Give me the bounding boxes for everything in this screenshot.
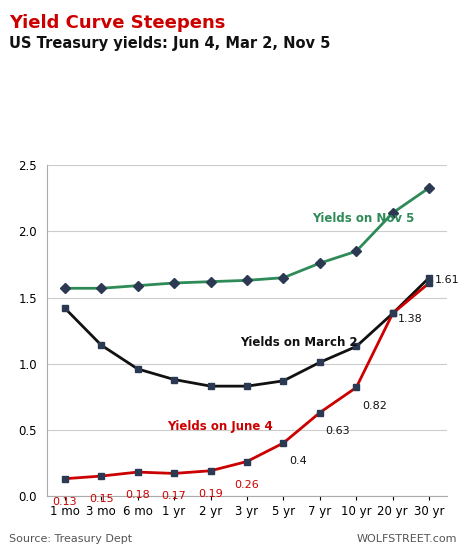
Text: 0.15: 0.15 xyxy=(89,494,114,504)
Text: 1.61: 1.61 xyxy=(435,275,459,285)
Text: 0.18: 0.18 xyxy=(125,490,150,500)
Text: 0.19: 0.19 xyxy=(198,489,223,499)
Text: Yields on Nov 5: Yields on Nov 5 xyxy=(313,212,415,225)
Text: Yields on March 2: Yields on March 2 xyxy=(240,337,357,349)
Text: 0.17: 0.17 xyxy=(162,491,186,501)
Text: 0.82: 0.82 xyxy=(362,401,387,410)
Text: Yields on June 4: Yields on June 4 xyxy=(167,420,273,433)
Text: Source: Treasury Dept: Source: Treasury Dept xyxy=(9,534,132,544)
Text: 0.4: 0.4 xyxy=(289,456,307,466)
Text: US Treasury yields: Jun 4, Mar 2, Nov 5: US Treasury yields: Jun 4, Mar 2, Nov 5 xyxy=(9,36,331,51)
Text: 0.63: 0.63 xyxy=(325,425,350,436)
Text: 1.38: 1.38 xyxy=(398,314,423,324)
Text: 0.26: 0.26 xyxy=(234,479,260,490)
Text: WOLFSTREET.com: WOLFSTREET.com xyxy=(356,534,457,544)
Text: 0.13: 0.13 xyxy=(53,497,77,507)
Text: Yield Curve Steepens: Yield Curve Steepens xyxy=(9,14,226,32)
